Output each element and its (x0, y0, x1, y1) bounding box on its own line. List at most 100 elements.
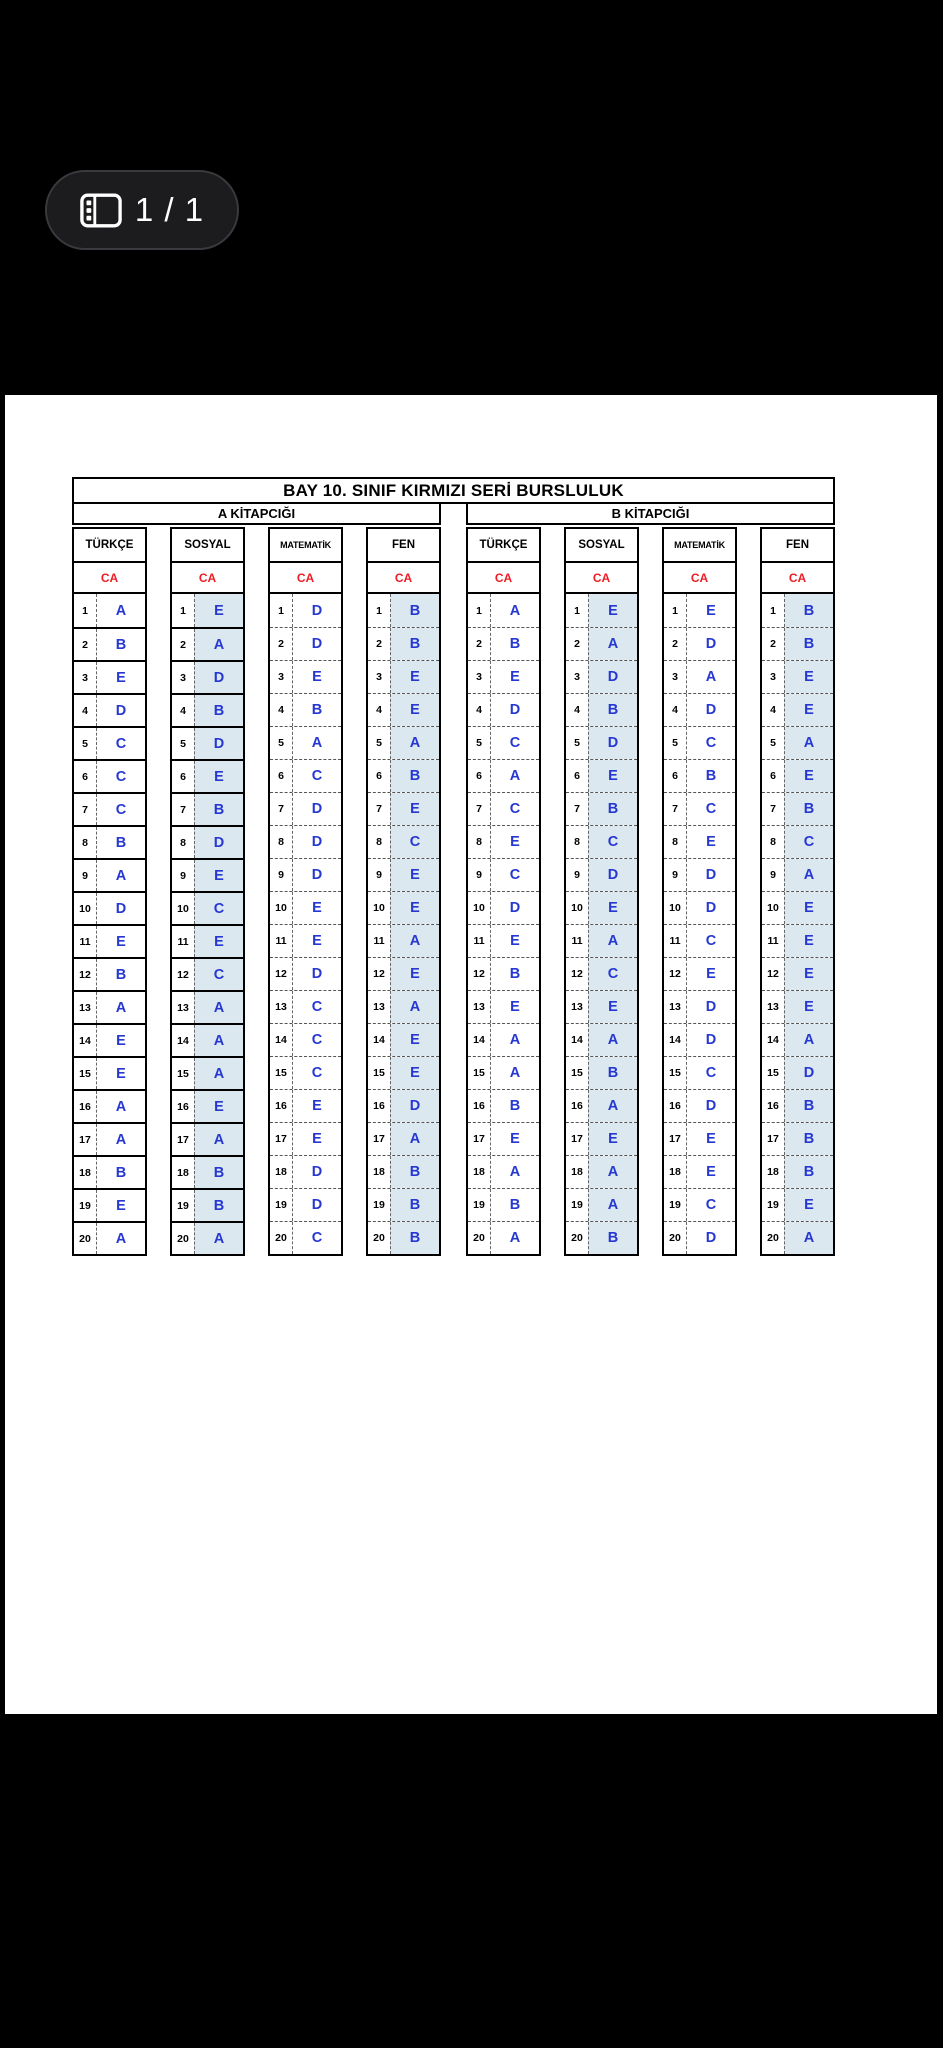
answer-letter: B (96, 1157, 145, 1188)
question-number: 4 (278, 704, 284, 716)
question-number: 9 (476, 869, 482, 881)
answer-row: 11 E (468, 924, 539, 957)
question-number: 11 (473, 935, 485, 947)
answer-letter: A (194, 1025, 243, 1056)
subject-header: SOSYAL (172, 529, 243, 563)
question-number: 5 (770, 737, 776, 749)
answer-letter: E (490, 925, 539, 957)
question-number: 17 (571, 1133, 583, 1145)
answer-row: 11 C (664, 924, 735, 957)
answer-letter: A (490, 594, 539, 627)
answer-letter: B (588, 1222, 637, 1254)
answer-row: 16 D (664, 1089, 735, 1122)
question-number: 20 (79, 1232, 91, 1245)
question-number: 8 (770, 836, 776, 848)
answer-letter: D (686, 1090, 735, 1122)
answer-letter: B (390, 760, 439, 792)
answer-row: 18 B (762, 1155, 833, 1188)
answer-letter: D (784, 1057, 833, 1089)
answer-letter: B (194, 695, 243, 726)
answer-letter: A (490, 1024, 539, 1056)
answer-letter: C (686, 925, 735, 957)
answer-letter: A (784, 1024, 833, 1056)
answer-letter: B (390, 1189, 439, 1221)
question-number: 9 (574, 869, 580, 881)
question-number: 9 (278, 869, 284, 881)
question-number: 1 (278, 604, 284, 617)
question-number: 13 (275, 1001, 287, 1013)
question-number: 16 (767, 1100, 779, 1112)
question-number: 18 (473, 1166, 485, 1178)
answer-letter: C (96, 794, 145, 825)
answer-letter: B (784, 594, 833, 627)
answer-letter: A (292, 727, 341, 759)
answer-letter: E (784, 760, 833, 792)
answer-letter: E (292, 661, 341, 693)
question-number: 1 (180, 604, 186, 617)
subject-header: MATEMATİK (270, 529, 341, 563)
question-number: 10 (571, 902, 583, 914)
question-number: 4 (82, 704, 88, 717)
answer-letter: A (588, 925, 637, 957)
answer-letter: E (784, 958, 833, 990)
question-number: 1 (476, 604, 482, 617)
answer-letter: E (784, 925, 833, 957)
answer-letter: A (96, 594, 145, 627)
question-number: 10 (373, 902, 385, 914)
answer-row: 14 A (172, 1023, 243, 1056)
answer-row: 13 A (368, 990, 439, 1023)
question-number: 19 (669, 1199, 681, 1211)
answer-letter: D (194, 827, 243, 858)
question-number: 2 (82, 638, 88, 651)
question-number: 14 (767, 1034, 779, 1046)
answer-row: 16 E (172, 1089, 243, 1122)
question-number: 17 (177, 1133, 189, 1146)
answer-letter: E (490, 991, 539, 1023)
answer-letter: E (490, 826, 539, 858)
question-number: 1 (770, 604, 776, 617)
answer-letter: D (292, 628, 341, 660)
question-number: 15 (669, 1067, 681, 1079)
answer-row: 10 E (762, 891, 833, 924)
question-number: 14 (669, 1034, 681, 1046)
answer-row: 11 E (270, 924, 341, 957)
question-number: 16 (473, 1100, 485, 1112)
question-number: 17 (473, 1133, 485, 1145)
answer-row: 18 A (468, 1155, 539, 1188)
question-number: 16 (275, 1100, 287, 1112)
answer-letter: E (194, 594, 243, 627)
answer-row: 19 E (762, 1188, 833, 1221)
question-number: 6 (82, 770, 88, 783)
answer-letter: A (194, 629, 243, 660)
answer-letter: A (390, 727, 439, 759)
answer-letter: C (588, 958, 637, 990)
answer-letter: B (194, 1157, 243, 1188)
answer-row: 10 D (468, 891, 539, 924)
question-number: 20 (177, 1232, 189, 1245)
answer-row: 19 D (270, 1188, 341, 1221)
answer-row: 18 B (74, 1155, 145, 1188)
answer-letter: A (96, 1091, 145, 1122)
question-number: 17 (669, 1133, 681, 1145)
page-indicator-pill[interactable]: 1 / 1 (45, 170, 239, 250)
question-number: 19 (473, 1199, 485, 1211)
answer-row: 19 E (74, 1188, 145, 1221)
answer-row: 18 E (664, 1155, 735, 1188)
question-number: 1 (672, 604, 678, 617)
answer-letter: B (588, 793, 637, 825)
answer-letter: E (292, 1123, 341, 1155)
answer-letter: E (194, 1091, 243, 1122)
answer-row: 14 D (664, 1023, 735, 1056)
